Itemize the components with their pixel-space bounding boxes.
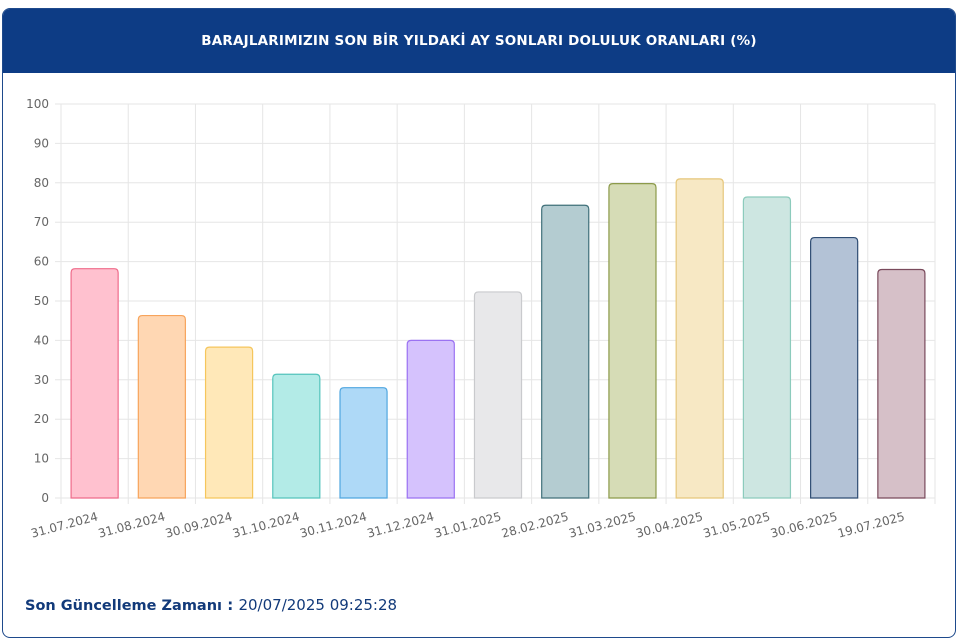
- bar-28.02.2025[interactable]: [541, 204, 590, 499]
- y-tick-label: 100: [26, 97, 49, 111]
- x-tick-label: 31.10.2024: [231, 509, 301, 540]
- bar-31.08.2024[interactable]: [137, 314, 186, 499]
- last-update-value: 20/07/2025 09:25:28: [238, 596, 398, 614]
- bar-31.05.2025[interactable]: [742, 196, 792, 499]
- x-axis-ticks: 31.07.202431.08.202430.09.202431.10.2024…: [29, 509, 906, 540]
- x-tick-label: 31.03.2025: [567, 509, 637, 540]
- bar-30.11.2024[interactable]: [339, 387, 388, 499]
- y-tick-label: 40: [34, 333, 49, 347]
- y-tick-label: 90: [34, 136, 49, 150]
- x-tick-label: 31.12.2024: [366, 509, 436, 540]
- y-tick-label: 20: [34, 412, 49, 426]
- chart-title: BARAJLARIMIZIN SON BİR YILDAKİ AY SONLAR…: [201, 33, 757, 49]
- x-tick-label: 19.07.2025: [836, 509, 906, 540]
- bars: [70, 178, 926, 499]
- bar-chart: 0 10 20 30 40 50 60 70 80 90 100 31.07.202431.08.2…: [26, 97, 936, 541]
- last-update-separator: :: [222, 596, 239, 614]
- y-tick-label: 60: [34, 255, 49, 269]
- bar-31.03.2025[interactable]: [608, 182, 657, 499]
- x-tick-label: 28.02.2025: [500, 509, 570, 540]
- chart-header: BARAJLARIMIZIN SON BİR YILDAKİ AY SONLAR…: [3, 9, 955, 73]
- y-tick-label: 30: [34, 373, 49, 387]
- y-tick-label: 70: [34, 215, 49, 229]
- x-tick-label: 31.08.2024: [97, 509, 167, 540]
- y-tick-label: 0: [41, 491, 49, 505]
- chart-card: BARAJLARIMIZIN SON BİR YILDAKİ AY SONLAR…: [2, 8, 956, 638]
- bar-31.01.2025[interactable]: [473, 291, 523, 499]
- x-tick-label: 30.11.2024: [298, 509, 368, 540]
- y-axis-ticks: 0 10 20 30 40 50 60 70 80 90 100: [26, 97, 49, 505]
- y-tick-label: 10: [34, 452, 49, 466]
- bar-30.04.2025[interactable]: [675, 178, 724, 499]
- x-tick-label: 31.05.2025: [702, 509, 772, 540]
- bar-30.06.2025[interactable]: [810, 236, 859, 499]
- x-tick-label: 30.09.2024: [164, 509, 234, 540]
- bar-30.09.2024[interactable]: [204, 346, 254, 499]
- y-tick-label: 80: [34, 176, 49, 190]
- x-tick-label: 30.04.2025: [634, 509, 704, 540]
- y-tick-label: 50: [34, 294, 49, 308]
- bar-19.07.2025[interactable]: [877, 268, 926, 499]
- bar-31.07.2024[interactable]: [70, 268, 119, 499]
- last-update-label: Son Güncelleme Zamanı: [25, 598, 223, 614]
- x-tick-label: 31.01.2025: [433, 509, 503, 540]
- bar-31.10.2024[interactable]: [272, 373, 321, 499]
- last-update: Son Güncelleme Zamanı : 20/07/2025 09:25…: [25, 596, 397, 614]
- bar-31.12.2024[interactable]: [406, 339, 455, 499]
- x-tick-label: 30.06.2025: [769, 509, 839, 540]
- x-tick-label: 31.07.2024: [29, 509, 99, 540]
